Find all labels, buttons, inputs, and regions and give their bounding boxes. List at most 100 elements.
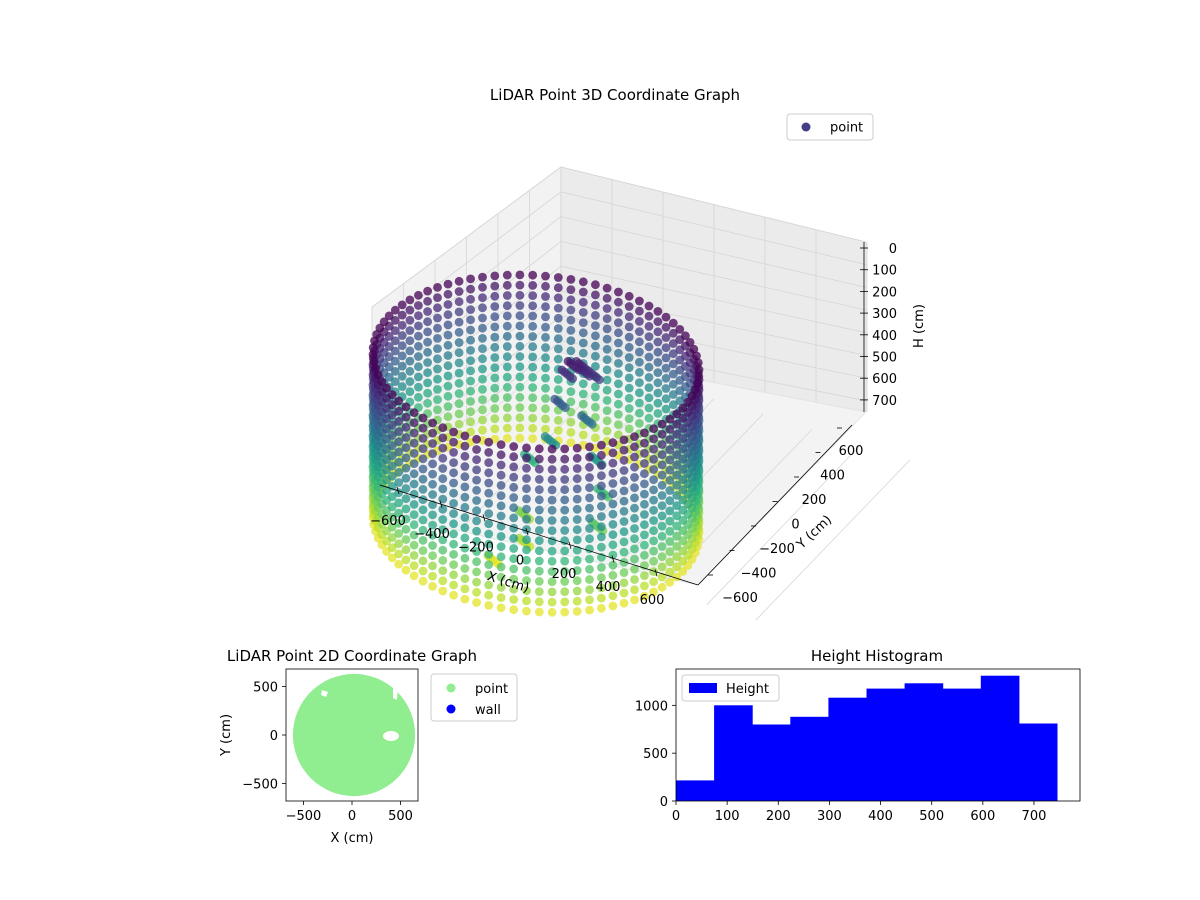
lidar-point (578, 338, 588, 348)
lidar-point (484, 468, 494, 478)
lidar-point (566, 387, 576, 396)
lidar-point (566, 397, 576, 407)
lidar-point (472, 506, 481, 516)
lidar-point (502, 423, 512, 433)
lidar-point (619, 537, 629, 547)
lidar-point (657, 480, 667, 490)
lidar-point (423, 286, 432, 296)
lidar-point (478, 282, 487, 292)
z-tick-label: 300 (872, 307, 897, 322)
lidar-point (433, 395, 442, 404)
lidar-point (433, 303, 442, 313)
lidar-point (653, 358, 663, 367)
2d-y-tick-label: −500 (242, 778, 278, 793)
lidar-point (653, 368, 663, 377)
lidar-point (401, 535, 411, 544)
lidar-point (443, 412, 453, 422)
lidar-point (547, 567, 557, 576)
lidar-point (614, 328, 623, 338)
lidar-point (454, 389, 464, 398)
lidar-point (509, 544, 519, 553)
lidar-point (423, 317, 432, 327)
lidar-point (515, 392, 525, 402)
lidar-point (409, 551, 419, 560)
lidar-point (547, 577, 557, 587)
lidar-point (649, 424, 658, 434)
z-tick-label: 600 (872, 372, 897, 387)
lidar-point (585, 554, 594, 564)
lidar-point (414, 382, 423, 392)
lidar-point (515, 301, 525, 310)
lidar-point (635, 317, 644, 326)
lidar-point (572, 494, 582, 504)
lidar-point (502, 382, 512, 392)
lidar-point (528, 372, 538, 382)
lidar-point (644, 413, 654, 423)
lidar-point (397, 320, 407, 330)
lidar-point (509, 462, 519, 472)
lidar-point (597, 573, 606, 583)
lidar-point (644, 403, 654, 413)
lidar-point (566, 275, 576, 284)
lidar-point (484, 529, 494, 539)
lidar-point (490, 281, 500, 291)
lidar-point (528, 403, 538, 413)
2d-x-tick-label: −500 (286, 809, 322, 824)
lidar-point (394, 427, 404, 436)
lidar-point (653, 398, 663, 408)
lidar-point (678, 526, 688, 535)
lidar-point (572, 576, 582, 586)
lidar-point (394, 437, 404, 447)
lidar-point (541, 281, 550, 291)
lidar-point (528, 270, 538, 280)
lidar-point (522, 606, 531, 616)
lidar-point (640, 520, 649, 530)
lidar-point (547, 516, 557, 525)
lidar-point (438, 504, 448, 514)
lidar-point (597, 593, 606, 603)
lidar-point (614, 369, 623, 378)
lidar-point (597, 583, 606, 593)
lidar-point (541, 383, 550, 393)
lidar-point (454, 368, 464, 378)
lidar-point (484, 550, 494, 559)
lidar-point (515, 352, 525, 361)
x-tick-label: 200 (552, 567, 577, 582)
lidar-point (602, 293, 612, 303)
histogram-bar (828, 697, 867, 801)
lidar-point (657, 521, 667, 531)
lidar-point (528, 434, 538, 443)
lidar-point (490, 353, 500, 362)
lidar-point (466, 376, 475, 386)
lidar-point (644, 332, 654, 341)
lidar-point (602, 396, 612, 405)
lidar-point (484, 437, 494, 447)
lidar-point (608, 438, 618, 448)
z-tick-label: 400 (872, 329, 897, 344)
lidar-point (640, 550, 649, 560)
z-tick-label: 500 (872, 351, 897, 366)
lidar-point (640, 571, 649, 581)
2d-point-disc (292, 673, 416, 797)
lidar-point (635, 296, 644, 306)
lidar-point (515, 270, 525, 280)
lidar-point (397, 351, 407, 361)
lidar-point (390, 367, 400, 376)
x-tick-mark (525, 527, 529, 536)
lidar-point (585, 442, 594, 452)
lidar-point (484, 509, 494, 518)
lidar-point (602, 344, 612, 354)
lidar-point (553, 385, 563, 395)
lidar-point (572, 443, 582, 453)
lidar-point (390, 316, 400, 325)
lidar-point (619, 598, 629, 608)
lidar-point (460, 533, 470, 543)
lidar-point (553, 313, 563, 323)
lidar-point (678, 505, 688, 515)
lidar-point (591, 341, 600, 351)
lidar-point (577, 411, 586, 421)
lidar-point (405, 387, 415, 397)
lidar-point (397, 300, 407, 310)
lidar-point (534, 566, 544, 576)
lidar-point (496, 603, 506, 613)
